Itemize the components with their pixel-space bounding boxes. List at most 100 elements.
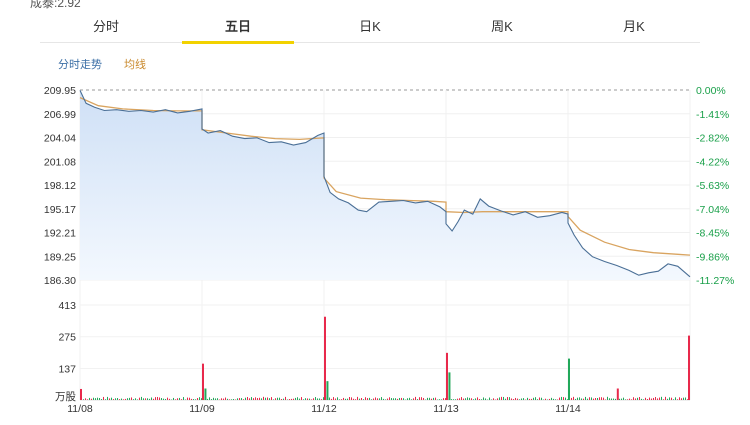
tab-daily-k[interactable]: 日K (359, 19, 381, 34)
volume-bar (501, 396, 502, 400)
volume-bar (109, 398, 110, 400)
volume-bar (111, 397, 112, 400)
volume-bar (513, 399, 514, 400)
percent-tick-label: 0.00% (696, 85, 726, 97)
volume-bar (601, 397, 602, 400)
volume-bar (627, 399, 628, 400)
volume-bar (295, 397, 296, 400)
volume-bar (429, 397, 430, 400)
volume-bar (105, 399, 106, 400)
volume-bar (311, 399, 312, 400)
volume-bar (121, 398, 122, 400)
volume-bar (201, 398, 202, 400)
volume-bar (317, 398, 318, 400)
volume-bar (505, 398, 506, 400)
volume-bar (613, 398, 614, 400)
volume-bar (97, 397, 98, 400)
volume-bar (241, 398, 242, 400)
volume-bar (499, 397, 500, 400)
volume-bar (411, 399, 412, 400)
volume-bar (483, 397, 484, 400)
volume-bar (537, 399, 538, 400)
volume-bar (139, 397, 140, 400)
volume-bar (353, 398, 354, 400)
percent-tick-label: -1.41% (696, 109, 729, 121)
volume-bar (529, 398, 530, 400)
volume-spike-bar (204, 388, 207, 400)
volume-bar (589, 397, 590, 400)
volume-tick-label: 413 (58, 300, 76, 312)
volume-bar (457, 398, 458, 400)
volume-bar (535, 397, 536, 400)
volume-bar (217, 398, 218, 400)
percent-tick-label: -4.22% (696, 156, 729, 168)
volume-bar (349, 396, 350, 400)
volume-bar (663, 399, 664, 400)
volume-bar (269, 398, 270, 400)
volume-bar (153, 398, 154, 400)
volume-bar (599, 397, 600, 400)
percent-tick-label: -5.63% (696, 180, 729, 192)
volume-bar (243, 399, 244, 400)
volume-bar (89, 397, 90, 400)
volume-bar (209, 397, 210, 400)
tab-five-day[interactable]: 五日 (172, 14, 304, 44)
volume-bar (279, 397, 280, 400)
price-tick-label: 204.04 (44, 133, 76, 145)
volume-bar (227, 398, 228, 400)
volume-bar (299, 398, 300, 400)
volume-bar (579, 397, 580, 400)
volume-bar (543, 399, 544, 400)
volume-bar (221, 398, 222, 400)
volume-bar (577, 397, 578, 400)
volume-bar (341, 399, 342, 400)
volume-bar (467, 397, 468, 400)
volume-bar (573, 396, 574, 400)
volume-bar (113, 399, 114, 400)
volume-bar (185, 399, 186, 400)
volume-bar (667, 398, 668, 400)
volume-bar (119, 399, 120, 400)
volume-bar (641, 398, 642, 400)
volume-bar (651, 398, 652, 400)
volume-bar (297, 397, 298, 400)
tab-weekly-k[interactable]: 周K (491, 19, 513, 34)
volume-bar (313, 398, 314, 400)
volume-bar (561, 396, 562, 400)
volume-spike-bar (324, 316, 326, 400)
volume-spike-bar (446, 352, 448, 400)
volume-bar (321, 399, 322, 400)
volume-bar (165, 398, 166, 400)
volume-bar (653, 397, 654, 400)
volume-bar (639, 397, 640, 400)
volume-bar (245, 397, 246, 400)
price-line (79, 90, 691, 278)
percent-tick-label: -9.86% (696, 251, 729, 263)
volume-bar (669, 397, 670, 400)
volume-bar (395, 398, 396, 400)
volume-bar (247, 397, 248, 400)
volume-bar (595, 397, 596, 400)
date-tick-label: 11/09 (189, 403, 215, 415)
volume-bar (133, 399, 134, 400)
volume-bar (629, 398, 630, 400)
volume-bar (677, 399, 678, 400)
volume-bar (131, 397, 132, 400)
volume-bar (91, 398, 92, 400)
period-tabs: 分时 五日 日K 周K 月K (40, 14, 700, 44)
volume-bar (397, 398, 398, 400)
volume-bar (135, 398, 136, 400)
volume-bar (351, 397, 352, 400)
volume-bar (337, 397, 338, 400)
volume-bar (575, 398, 576, 400)
percent-tick-label: -8.45% (696, 228, 729, 240)
volume-bar (213, 397, 214, 400)
volume-bar (497, 398, 498, 400)
tab-intraday[interactable]: 分时 (92, 19, 119, 34)
volume-bar (283, 398, 284, 400)
volume-bar (441, 399, 442, 400)
tab-monthly-k[interactable]: 月K (623, 19, 645, 34)
volume-bar (507, 397, 508, 400)
volume-bar (645, 397, 646, 400)
volume-bar (523, 398, 524, 400)
